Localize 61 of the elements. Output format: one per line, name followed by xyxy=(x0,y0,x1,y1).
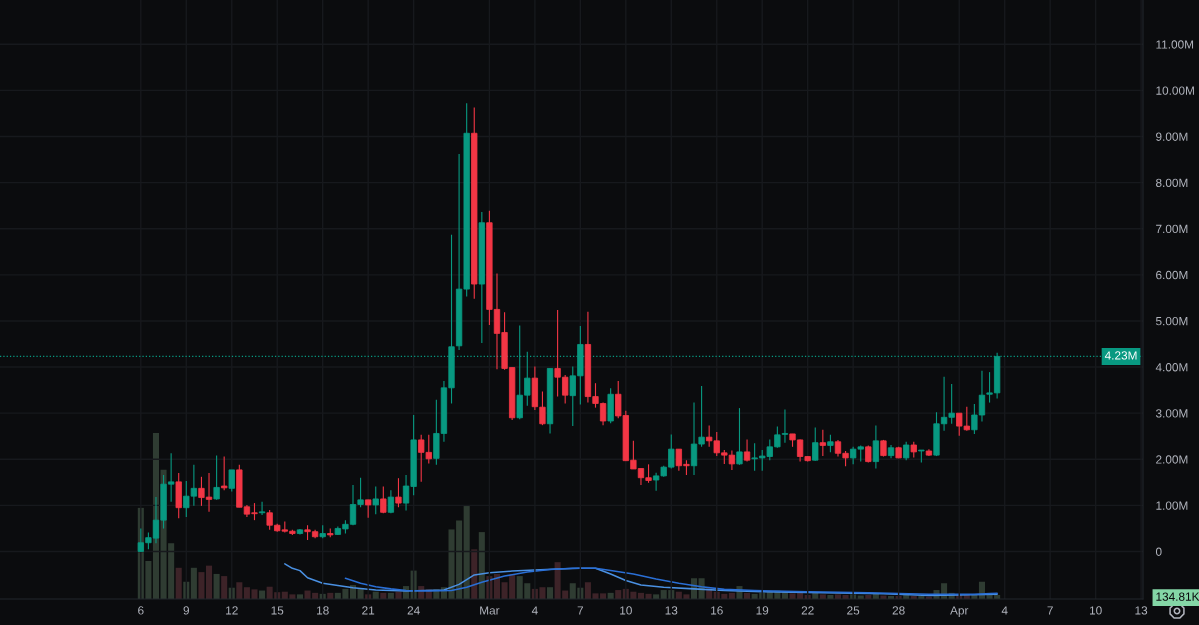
y-tick-label: 11.00M xyxy=(1156,40,1194,49)
x-tick-label: 28 xyxy=(892,606,905,615)
candlestick xyxy=(213,455,220,501)
x-tick-label: 10 xyxy=(620,606,632,615)
y-tick-label: 9.00M xyxy=(1156,132,1188,141)
x-tick-label: 4 xyxy=(531,606,538,615)
candlestick xyxy=(380,485,387,514)
x-tick-label: 18 xyxy=(317,606,329,615)
x-tick-label: 21 xyxy=(362,606,375,615)
y-tick-label: 0 xyxy=(1155,547,1162,556)
candlestick xyxy=(743,438,751,463)
x-tick-label: 10 xyxy=(1089,606,1102,615)
x-tick-label: 13 xyxy=(1135,606,1148,615)
y-tick-label: 3.00M xyxy=(1155,409,1188,418)
bar xyxy=(198,572,205,599)
x-tick-label: 24 xyxy=(407,606,420,615)
y-tick-label: 4.00M xyxy=(1155,363,1188,372)
y-tick-label: 6.00M xyxy=(1156,270,1188,280)
bar xyxy=(221,576,228,599)
candlestick xyxy=(812,426,819,462)
x-tick-label: Mar xyxy=(480,606,500,615)
x-tick-label: Apr xyxy=(950,606,969,617)
x-tick-label: 22 xyxy=(801,606,814,615)
candlestick xyxy=(903,441,910,461)
bar xyxy=(478,532,485,599)
y-tick-label: 7.00M xyxy=(1156,224,1188,234)
candlestick xyxy=(228,469,235,493)
bar xyxy=(463,506,470,599)
candlestick xyxy=(395,477,402,508)
x-tick-label: 12 xyxy=(226,606,238,615)
candlestick xyxy=(539,390,546,426)
bar xyxy=(395,591,402,599)
x-tick-label: 25 xyxy=(847,606,860,615)
x-tick-label: 6 xyxy=(138,606,144,615)
y-tick-label: 1.00M xyxy=(1156,501,1188,510)
candlestick xyxy=(221,455,228,491)
candlestick xyxy=(258,501,266,516)
x-tick-label: 4 xyxy=(1001,606,1008,615)
y-tick-label: 10.00M xyxy=(1156,86,1194,95)
bar xyxy=(205,565,213,599)
bar xyxy=(547,587,554,599)
bar xyxy=(236,582,243,599)
x-tick-label: 9 xyxy=(183,606,190,615)
text: 134.81K xyxy=(1156,592,1199,601)
x-tick-label: 19 xyxy=(756,606,769,615)
bar xyxy=(175,567,182,599)
y-tick-label: 8.00M xyxy=(1156,178,1188,187)
candlestick xyxy=(736,407,743,466)
bar xyxy=(213,573,220,599)
y-tick-label: 5.00M xyxy=(1155,316,1188,326)
y-tick-label: 2.00M xyxy=(1156,455,1188,464)
bar xyxy=(190,567,197,599)
candlestick xyxy=(819,429,826,457)
x-tick-label: 13 xyxy=(665,606,678,615)
x-tick-label: 7 xyxy=(577,606,584,615)
x-tick-label: 7 xyxy=(1047,606,1053,615)
ref-line-label: 4.23M xyxy=(1104,351,1137,360)
x-tick-label: 16 xyxy=(711,606,723,615)
candlestick xyxy=(872,425,880,470)
x-tick-label: 15 xyxy=(271,606,284,615)
candlestick xyxy=(372,485,379,515)
